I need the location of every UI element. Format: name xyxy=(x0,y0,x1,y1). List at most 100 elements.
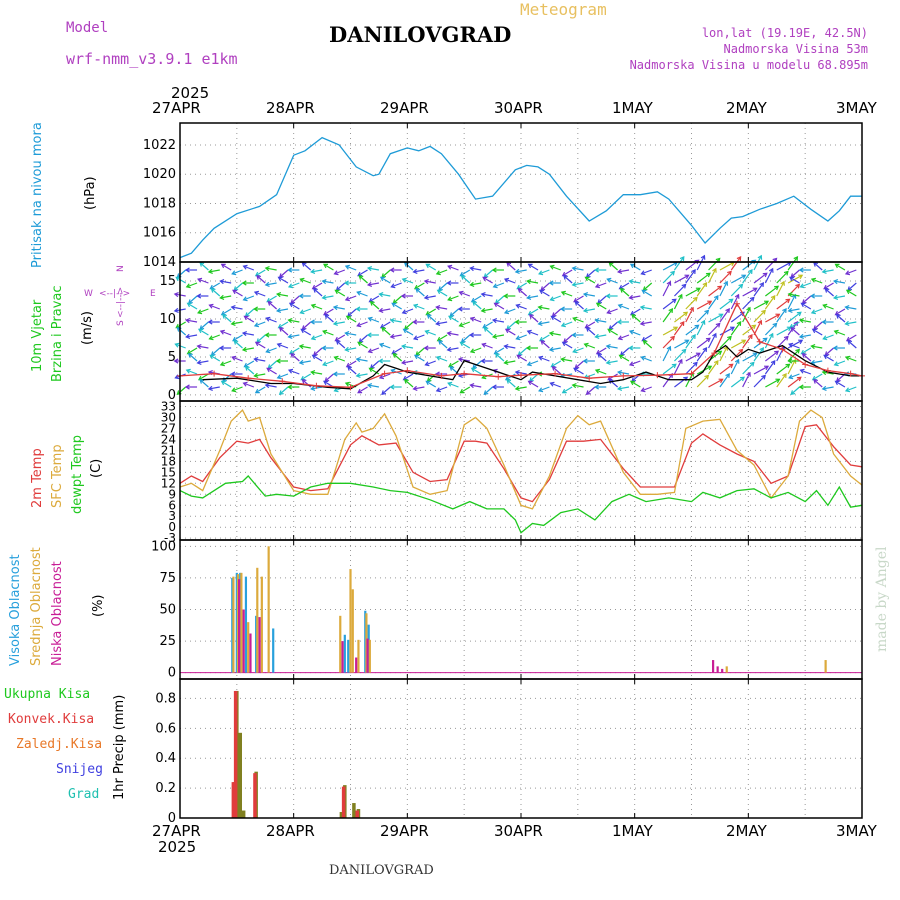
wind-arrow xyxy=(208,386,220,390)
wind-arrow xyxy=(788,293,800,297)
wind-arrow-head xyxy=(540,339,546,345)
wind-arrow-head xyxy=(276,374,282,380)
top-year-label: 2025 xyxy=(171,84,210,102)
wind-arrow xyxy=(776,336,789,349)
wind-arrow-head xyxy=(448,315,454,321)
wind-arrow xyxy=(516,282,527,290)
wind-arrow-head xyxy=(197,328,203,334)
wind-arrow-head xyxy=(264,266,270,272)
wind-arrow-head xyxy=(560,322,566,328)
wind-arrow xyxy=(426,263,437,271)
wind-arrow xyxy=(573,295,584,303)
wind-arrow-head xyxy=(401,309,407,315)
wind-arrow xyxy=(730,284,743,297)
wind-arrow-head xyxy=(230,320,236,326)
wind-arrow-head xyxy=(571,266,577,272)
wind-arrow xyxy=(255,386,266,394)
wind-arrow xyxy=(719,326,735,336)
bar-visoka-oblacnost xyxy=(347,639,350,673)
wind-arrow-head xyxy=(694,259,700,265)
y-tick-label: 15 xyxy=(161,465,176,479)
wind-arrow xyxy=(620,347,630,356)
y-tick-label: 27 xyxy=(161,421,176,435)
wind-arrow-head xyxy=(197,309,203,315)
wind-arrow-head xyxy=(344,280,349,286)
wind-arrow-head xyxy=(595,302,601,308)
wind-arrow xyxy=(708,268,717,284)
wind-arrow-head xyxy=(312,287,318,293)
wind-arrow xyxy=(471,367,482,375)
wind-arrow xyxy=(437,289,448,297)
wind-arrow xyxy=(822,269,834,273)
wind-arrow-head xyxy=(446,346,452,352)
wind-arrow-head xyxy=(231,270,237,276)
wind-arrow-head xyxy=(729,326,735,332)
wind-arrow-head xyxy=(175,276,181,282)
wind-arrow xyxy=(481,308,493,312)
wind-arrow xyxy=(552,366,562,375)
wind-arrow-head xyxy=(503,293,509,299)
wind-arrow-head xyxy=(389,318,395,324)
wind-arrow-head xyxy=(231,387,237,393)
wind-arrow-head xyxy=(798,318,804,324)
wind-arrow-head xyxy=(585,390,591,396)
wind-arrow-head xyxy=(503,277,510,283)
wind-arrow xyxy=(787,359,796,375)
wind-arrow-head xyxy=(738,283,744,289)
wind-arrow xyxy=(619,354,630,362)
wind-arrow-head xyxy=(366,281,373,287)
wind-arrow xyxy=(211,347,221,356)
wind-arrow xyxy=(629,360,641,366)
wind-arrow-head xyxy=(538,270,544,276)
wind-arrow-head xyxy=(800,302,806,308)
wind-arrow xyxy=(302,262,312,271)
wind-arrow-head xyxy=(641,289,647,295)
wind-arrow xyxy=(529,314,539,323)
wind-arrow-head xyxy=(783,335,789,341)
wind-arrow-head xyxy=(844,387,851,393)
y-tick-label: 100 xyxy=(151,539,176,554)
wind-arrow-head xyxy=(425,263,431,269)
wind-arrow-head xyxy=(689,306,694,312)
wind-arrow-head xyxy=(821,385,827,391)
wind-arrow xyxy=(356,373,368,377)
wind-arrow-head xyxy=(333,387,339,393)
wind-arrow-head xyxy=(437,339,443,345)
y-tick-label: 12 xyxy=(161,476,176,490)
gust-point xyxy=(552,370,559,377)
wind-arrow xyxy=(719,271,732,284)
wind-arrow xyxy=(197,308,209,314)
wind-arrow xyxy=(199,321,209,330)
wind-arrow-head xyxy=(537,305,543,311)
wind-arrow xyxy=(834,360,846,366)
wind-arrow-head xyxy=(768,267,774,273)
wind-arrow xyxy=(685,362,698,375)
wind-arrow-head xyxy=(617,335,623,341)
wind-arrow-head xyxy=(435,305,441,311)
top-date-29apr: 29APR xyxy=(380,99,429,117)
wind-arrow-head xyxy=(752,287,758,293)
wind-arrow xyxy=(776,281,785,297)
wind-arrow-head xyxy=(700,319,706,325)
wind-arrow-head xyxy=(526,361,532,367)
wind-arrow-head xyxy=(514,319,520,325)
wind-arrow xyxy=(572,267,584,271)
wind-arrow xyxy=(730,256,742,271)
precip-conv-label: Konvek.Kisa xyxy=(8,712,95,727)
wind-arrow-head xyxy=(712,332,717,338)
wind-arrow xyxy=(527,280,539,284)
wind-arrow xyxy=(380,276,391,284)
wind-arrow xyxy=(516,334,527,340)
wind-arrow-head xyxy=(220,263,226,269)
wind-arrow-head xyxy=(768,332,774,338)
wind-arrow xyxy=(391,302,402,310)
wind-arrow-head xyxy=(278,326,284,332)
wind-arrow xyxy=(333,306,345,310)
wind-arrow xyxy=(549,332,561,336)
wind-arrow xyxy=(586,269,596,278)
gust-point xyxy=(245,375,252,382)
y-tick-label: 25 xyxy=(159,634,176,649)
wind-arrow-head xyxy=(185,318,191,324)
wind-arrow-head xyxy=(707,300,713,306)
wind-arrow-head xyxy=(458,290,464,296)
